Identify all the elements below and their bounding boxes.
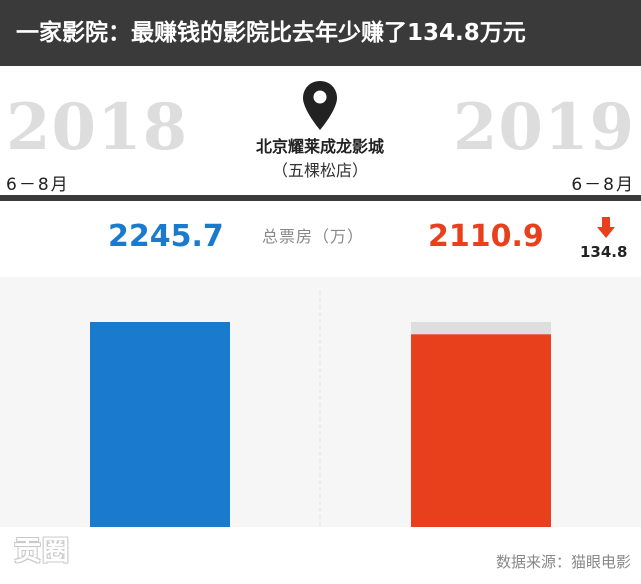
metric-label: 总票房（万） <box>262 227 365 246</box>
bar-2019 <box>411 334 551 527</box>
year-2019-label: 2019 <box>452 90 635 165</box>
decrease-value: 134.8 <box>580 243 628 261</box>
year-2018-label: 2018 <box>6 90 189 165</box>
cinema-branch: （五棵松店） <box>271 161 368 180</box>
down-arrow-icon <box>597 217 615 238</box>
value-2018: 2245.7 <box>108 219 224 254</box>
value-2019: 2110.9 <box>428 219 544 254</box>
cinema-name: 北京耀莱成龙影城 <box>255 137 384 156</box>
data-source: 数据来源：猫眼电影 <box>495 553 631 571</box>
value-band <box>0 201 641 277</box>
footer <box>0 527 641 584</box>
bar-2018 <box>90 322 230 527</box>
location-pin-icon <box>303 81 337 130</box>
period-2018-label: 6－8月 <box>6 175 70 195</box>
brand-logo: 贡圈 <box>14 536 70 567</box>
bar-chart <box>90 291 551 527</box>
section-divider <box>0 195 641 201</box>
period-2019-label: 6－8月 <box>571 175 635 195</box>
bar-gap-2019 <box>411 322 551 335</box>
page-title: 一家影院：最赚钱的影院比去年少赚了134.8万元 <box>0 0 641 66</box>
